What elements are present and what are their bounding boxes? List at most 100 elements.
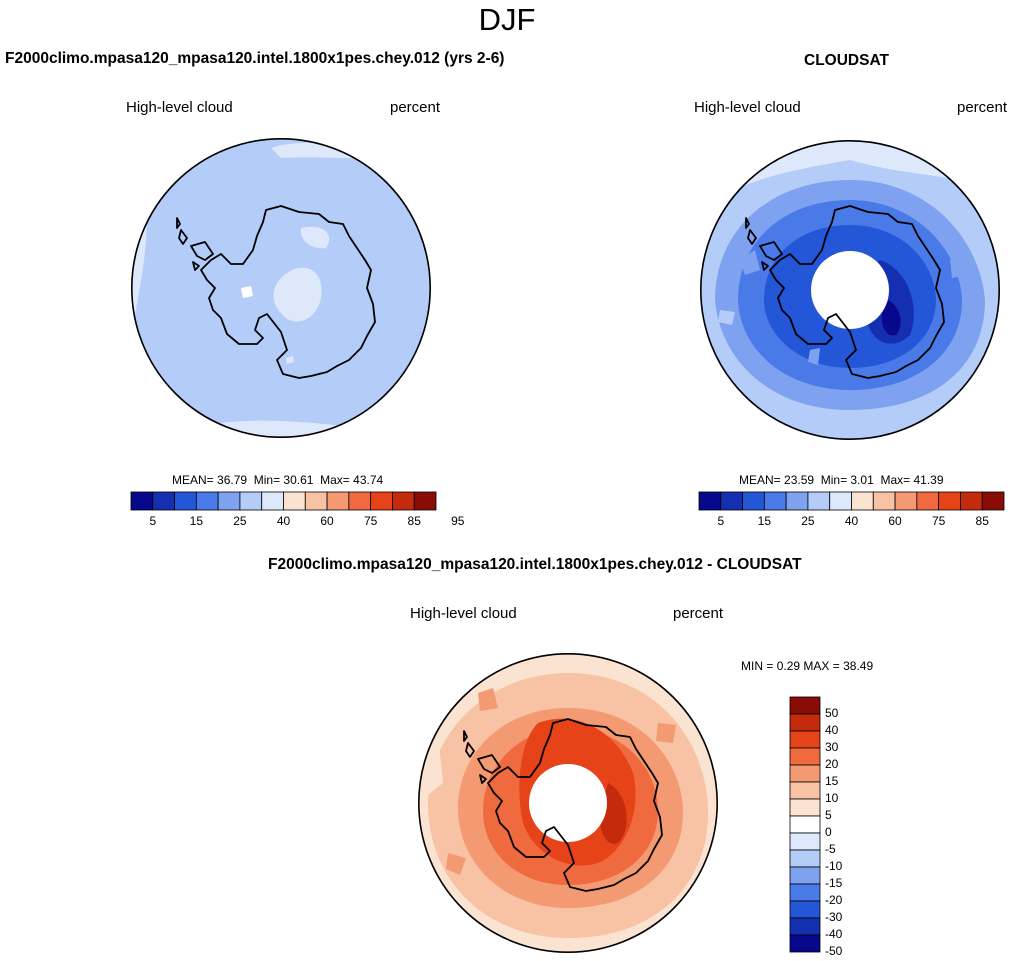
- colorbar-tick-label: 85: [975, 514, 989, 528]
- colorbar-swatch: [789, 849, 821, 868]
- colorbar-tick-label: -50: [825, 944, 843, 958]
- colorbar-tick-label: 95: [451, 514, 465, 528]
- obs-polar-map: [700, 140, 1000, 440]
- colorbar-tick-label: 30: [825, 740, 839, 754]
- colorbar-swatch: [916, 491, 940, 511]
- model-polar-map: [131, 138, 431, 438]
- colorbar-tick-label: 5: [149, 514, 157, 528]
- colorbar-swatch: [789, 747, 821, 766]
- colorbar-tick-label: 10: [825, 791, 839, 805]
- colorbar-tick-label: -40: [825, 927, 843, 941]
- colorbar-tick-label: -5: [825, 842, 836, 856]
- colorbar-swatch: [239, 491, 263, 511]
- colorbar-swatch: [785, 491, 809, 511]
- model-panel-title: F2000climo.mpasa120_mpasa120.intel.1800x…: [5, 50, 505, 67]
- colorbar-tick-label: 20: [825, 757, 839, 771]
- model-map-border: [131, 138, 431, 438]
- colorbar-swatch: [370, 491, 393, 511]
- obs-map-border: [700, 140, 1000, 440]
- model-colorbar-ticks: 5 15 25 40 60 75 85 95: [131, 514, 464, 530]
- colorbar-swatch: [348, 491, 372, 511]
- diff-variable-label: High-level cloud: [410, 605, 517, 622]
- diff-coastline: [463, 718, 663, 892]
- colorbar-swatch: [789, 934, 821, 953]
- model-mean: 36.79: [217, 473, 248, 487]
- colorbar-tick-label: 15: [189, 514, 204, 528]
- colorbar-swatch: [720, 491, 743, 511]
- colorbar-swatch: [789, 764, 821, 783]
- colorbar-swatch: [789, 696, 821, 715]
- obs-variable-label: High-level cloud: [694, 99, 801, 116]
- diff-units-label: percent: [673, 605, 724, 622]
- colorbar-tick-label: 40: [844, 514, 859, 528]
- colorbar-tick-label: 5: [825, 808, 832, 822]
- colorbar-swatch: [326, 491, 350, 511]
- colorbar-tick-label: 15: [757, 514, 772, 528]
- colorbar-swatch: [763, 491, 787, 511]
- diff-map-border: [418, 653, 718, 953]
- colorbar-swatch: [789, 815, 821, 834]
- colorbar-tick-label: -10: [825, 859, 843, 873]
- colorbar-swatch: [807, 491, 831, 511]
- obs-panel-title: CLOUDSAT: [804, 52, 889, 69]
- colorbar-swatch: [789, 832, 821, 851]
- colorbar-swatch: [304, 491, 328, 511]
- model-colorbar: [130, 491, 437, 511]
- colorbar-swatch: [894, 491, 918, 511]
- colorbar-swatch: [938, 491, 961, 511]
- colorbar-swatch: [789, 866, 821, 885]
- colorbar-swatch: [742, 491, 765, 511]
- colorbar-swatch: [152, 491, 175, 511]
- model-coastline: [176, 205, 376, 379]
- colorbar-tick-label: 50: [825, 706, 839, 720]
- model-min: 30.61: [283, 473, 314, 487]
- diff-max: 38.49: [843, 659, 874, 673]
- colorbar-swatch: [789, 781, 821, 800]
- obs-min: 3.01: [850, 473, 874, 487]
- obs-units-label: percent: [957, 99, 1008, 116]
- model-variable-label: High-level cloud: [126, 99, 233, 116]
- colorbar-tick-label: 40: [825, 723, 839, 737]
- colorbar-tick-label: 60: [888, 514, 902, 528]
- colorbar-tick-label: -30: [825, 910, 843, 924]
- obs-max: 41.39: [913, 473, 944, 487]
- colorbar-tick-label: 85: [407, 514, 421, 528]
- colorbar-tick-label: 75: [931, 514, 946, 528]
- colorbar-swatch: [174, 491, 197, 511]
- colorbar-tick-label: 0: [825, 825, 832, 839]
- diff-colorbar: [789, 696, 821, 953]
- colorbar-swatch: [789, 883, 821, 902]
- colorbar-swatch: [698, 491, 722, 511]
- diff-panel-title: F2000climo.mpasa120_mpasa120.intel.1800x…: [268, 556, 802, 573]
- season-title: DJF: [478, 2, 536, 37]
- colorbar-tick-label: 25: [801, 514, 815, 528]
- colorbar-swatch: [960, 491, 983, 511]
- colorbar-swatch: [392, 491, 415, 511]
- colorbar-tick-label: 75: [363, 514, 378, 528]
- obs-coastline: [745, 205, 945, 379]
- model-units-label: percent: [390, 99, 441, 116]
- colorbar-swatch: [789, 713, 821, 732]
- colorbar-tick-label: 25: [233, 514, 247, 528]
- colorbar-swatch: [829, 491, 852, 511]
- colorbar-swatch: [789, 917, 821, 936]
- colorbar-swatch: [283, 491, 306, 511]
- colorbar-tick-label: 15: [825, 774, 839, 788]
- colorbar-swatch: [789, 798, 821, 817]
- colorbar-tick-label: 60: [320, 514, 334, 528]
- colorbar-tick-label: 5: [717, 514, 725, 528]
- obs-mean: 23.59: [784, 473, 815, 487]
- colorbar-swatch: [872, 491, 896, 511]
- colorbar-swatch: [130, 491, 154, 511]
- diff-min: 0.29: [776, 659, 801, 673]
- colorbar-swatch: [217, 491, 241, 511]
- model-max: 43.74: [353, 473, 384, 487]
- colorbar-tick-label: 40: [276, 514, 291, 528]
- diff-stats: MIN = 0.29 MAX = 38.49: [741, 659, 874, 673]
- obs-colorbar: [698, 491, 1005, 511]
- colorbar-swatch: [261, 491, 284, 511]
- diff-colorbar-ticks: 50 40 30 20 15 10 5 0 -5 -10 -15 -20 -30 -40 -50: [825, 697, 885, 958]
- colorbar-swatch: [413, 491, 437, 511]
- colorbar-swatch: [789, 900, 821, 919]
